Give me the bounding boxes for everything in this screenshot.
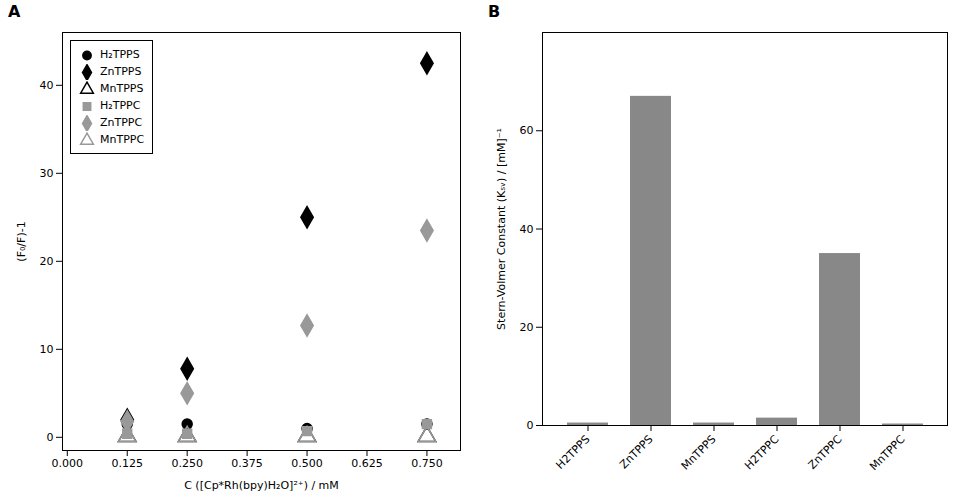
html-text:H₂TPPS: H₂TPPS <box>100 48 140 61</box>
svg-text:60: 60 <box>520 124 534 137</box>
svg-text:C ([Cp*Rh(bpy)H₂O]²⁺) / mM: C ([Cp*Rh(bpy)H₂O]²⁺) / mM <box>184 479 339 492</box>
svg-text:0: 0 <box>527 419 534 432</box>
html-text:B: B <box>488 2 501 21</box>
svg-text:0.625: 0.625 <box>351 457 383 470</box>
svg-text:ZnTPPC: ZnTPPC <box>806 433 845 472</box>
html-text:ZnTPPC: ZnTPPC <box>100 116 143 129</box>
html-text:MnTPPS: MnTPPS <box>100 82 144 95</box>
html-text:H₂TPPC: H₂TPPC <box>100 99 141 112</box>
html-text:A: A <box>8 2 21 21</box>
svg-text:0.000: 0.000 <box>52 457 84 470</box>
svg-text:30: 30 <box>40 167 54 180</box>
svg-text:0.125: 0.125 <box>111 457 143 470</box>
html-text:ZnTPPS: ZnTPPS <box>100 65 142 78</box>
svg-text:0: 0 <box>47 431 54 444</box>
svg-text:ZnTPPS: ZnTPPS <box>617 433 656 472</box>
svg-text:0.500: 0.500 <box>291 457 323 470</box>
svg-text:MnTPPC: MnTPPC <box>867 433 908 474</box>
svg-text:Stern-Volmer Constant (Kₛᵥ) /: Stern-Volmer Constant (Kₛᵥ) / [mM]⁻¹ <box>495 128 508 330</box>
svg-text:0.375: 0.375 <box>231 457 262 470</box>
svg-text:20: 20 <box>40 255 54 268</box>
svg-text:MnTPPS: MnTPPS <box>679 433 719 473</box>
svg-text:40: 40 <box>520 223 534 236</box>
svg-text:0.750: 0.750 <box>411 457 443 470</box>
svg-text:0.250: 0.250 <box>171 457 203 470</box>
svg-text:(F₀/F)-1: (F₀/F)-1 <box>15 221 28 261</box>
svg-text:40: 40 <box>40 79 54 92</box>
html-text:MnTPPC: MnTPPC <box>100 133 145 146</box>
svg-text:20: 20 <box>520 321 534 334</box>
svg-text:10: 10 <box>40 343 54 356</box>
svg-text:H2TPPS: H2TPPS <box>554 433 593 472</box>
svg-text:H2TPPC: H2TPPC <box>742 433 782 473</box>
